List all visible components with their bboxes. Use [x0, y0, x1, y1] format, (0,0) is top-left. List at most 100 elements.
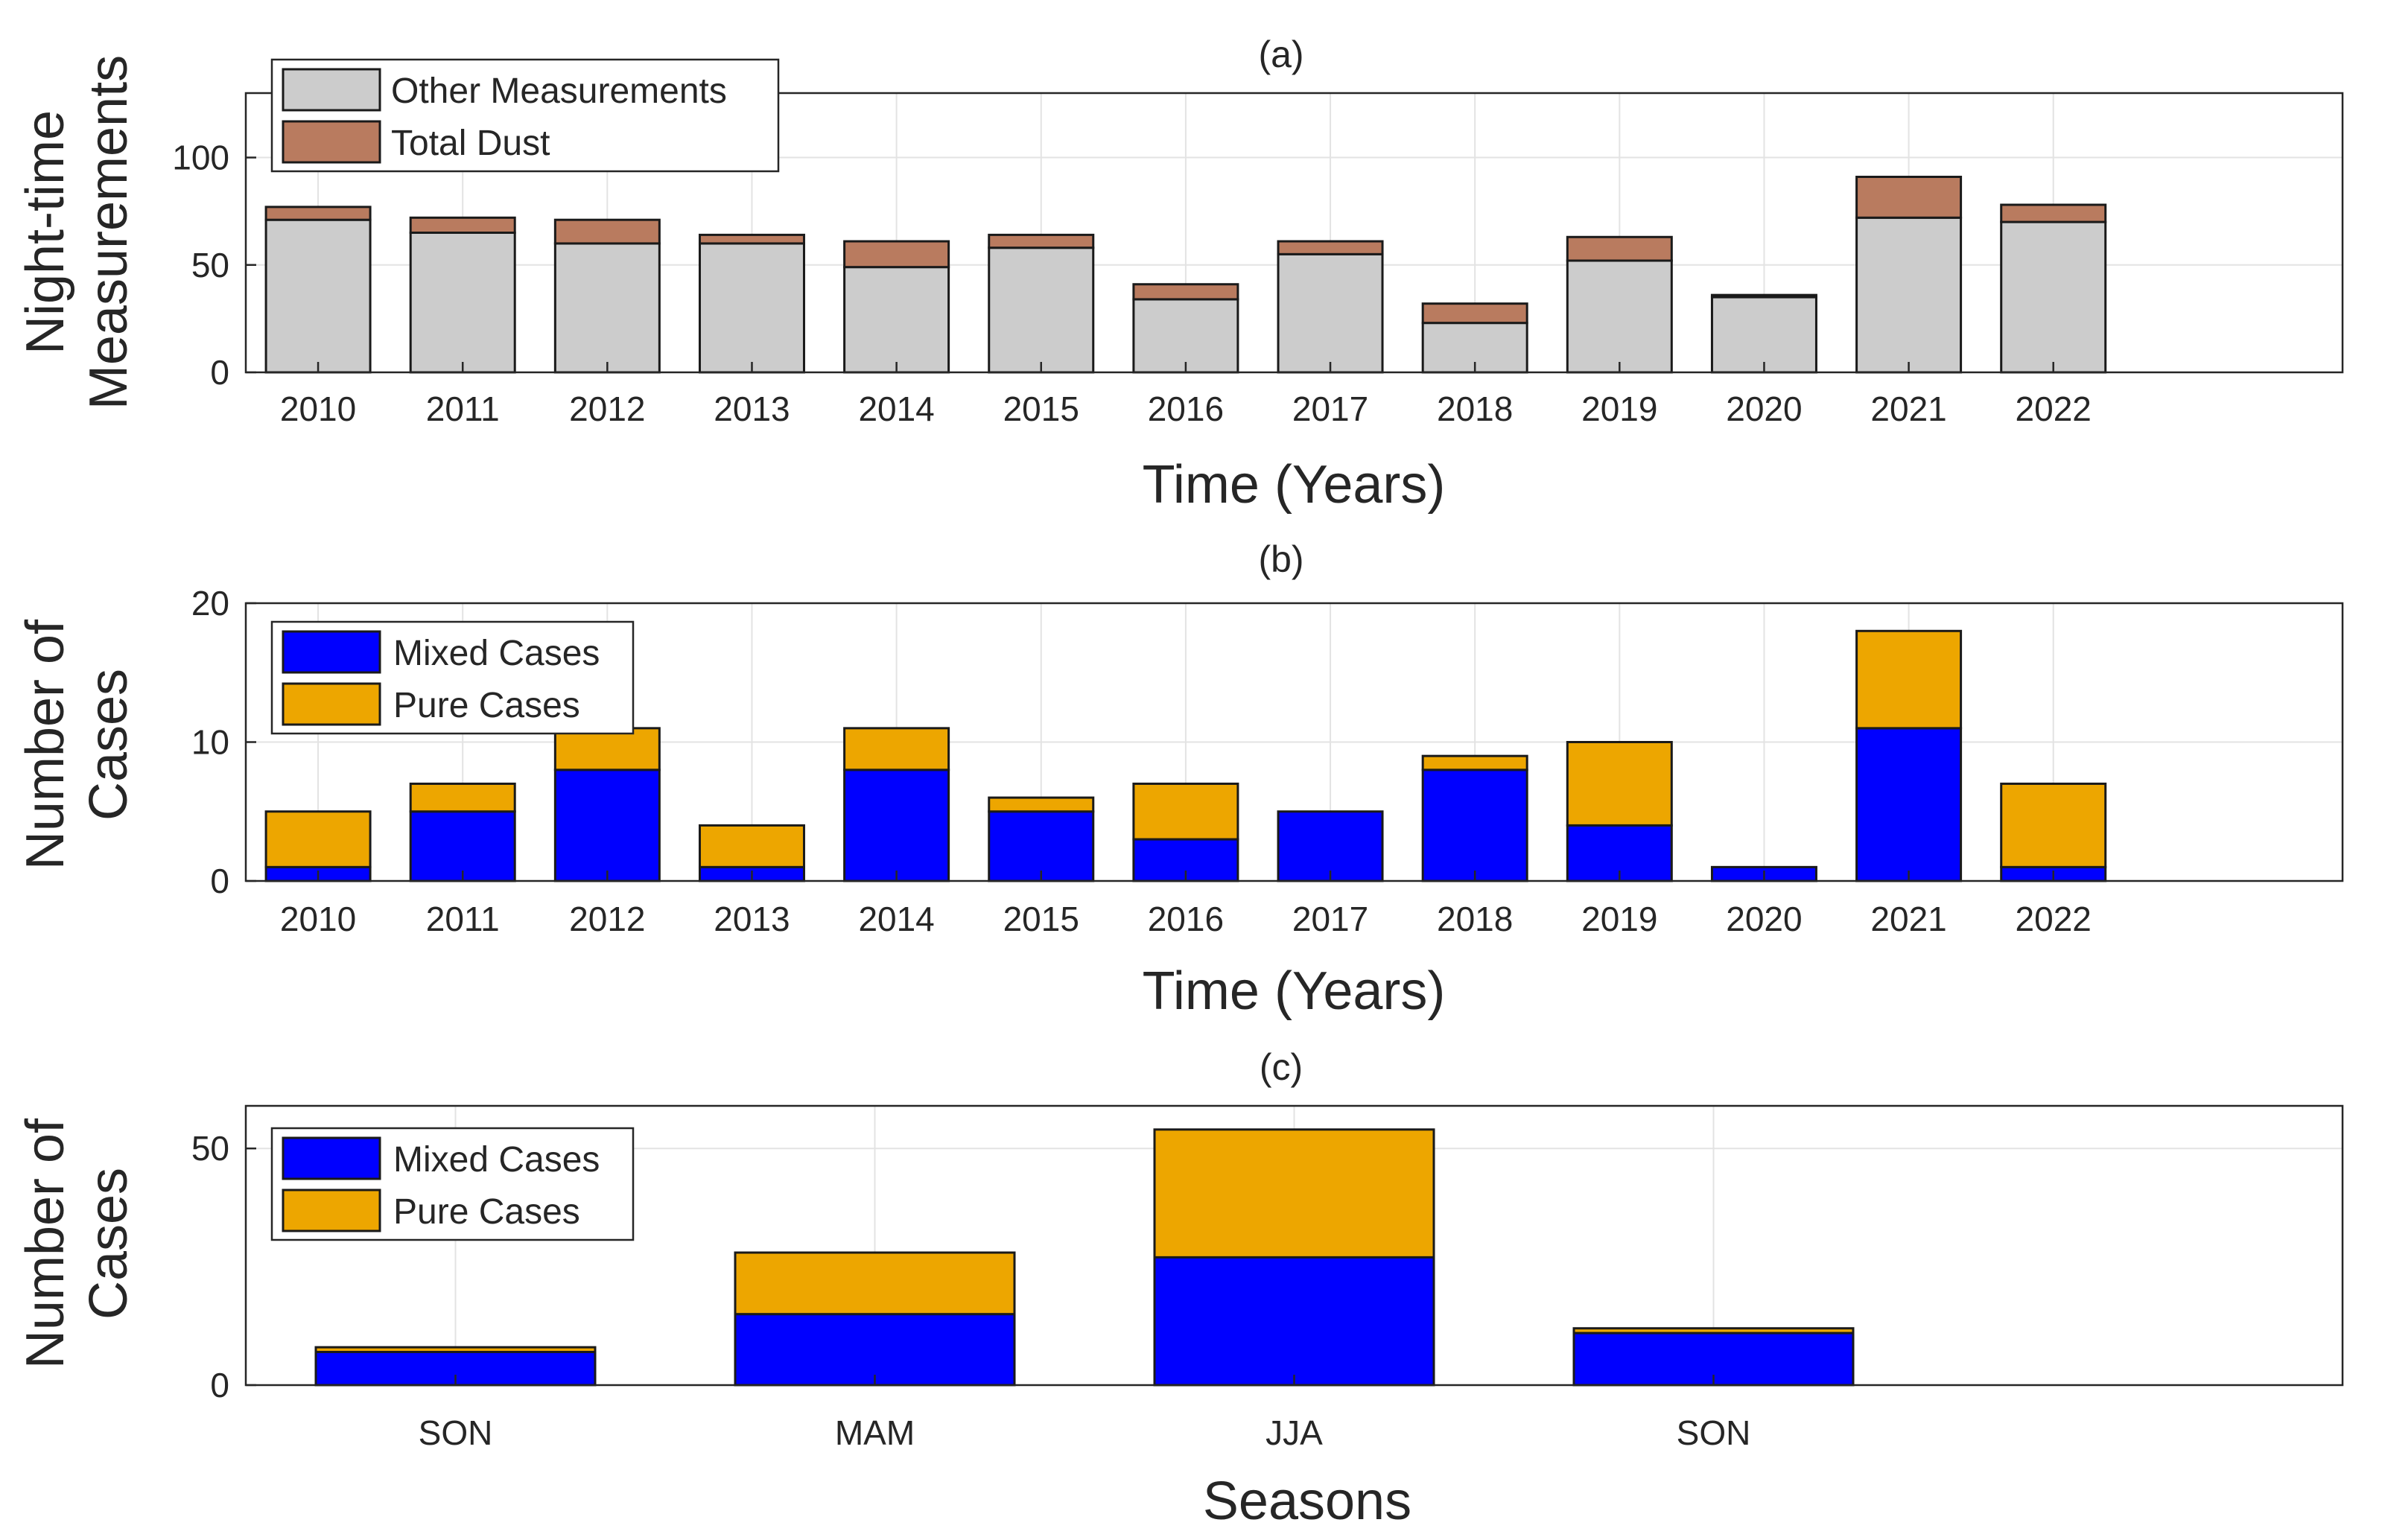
panel-c-xtick-label: SON: [1677, 1413, 1751, 1452]
panel-c-ytick-label: 0: [210, 1366, 229, 1404]
panel-c-bar-pure-cases-mam: [734, 1251, 1016, 1316]
panel-a-bar-total-dust-2020: [1710, 293, 1817, 299]
legend-label-pure-cases: Pure Cases: [393, 1192, 580, 1232]
legend-label-pure-cases: Pure Cases: [393, 686, 580, 725]
panel-b-xtick-label: 2021: [1870, 900, 1946, 938]
panel-a-xtick-label: 2020: [1726, 389, 1802, 428]
panel-a-bar-other-measurements-2016: [1132, 298, 1239, 374]
panel-c-bar-mixed-cases-jja: [1153, 1256, 1435, 1387]
panel-a-bar-total-dust-2013: [698, 233, 805, 245]
panel-a-ylabel-line1: Night-time: [16, 110, 75, 354]
panel-a-ytick-label: 50: [191, 246, 229, 284]
panel-a-bar-other-measurements-2020: [1710, 296, 1817, 374]
panel-c: (c) SON MAM JJA SON 0 50 Seasons Number of C…: [16, 1046, 2344, 1531]
panel-a-xtick-label: 2021: [1870, 389, 1946, 428]
panel-a-title: (a): [1258, 34, 1303, 75]
panel-c-bar-mixed-cases-mam: [734, 1313, 1016, 1387]
panel-a-xtick-label: 2016: [1148, 389, 1224, 428]
panel-a-xtick-label: 2019: [1581, 389, 1657, 428]
panel-b-xlabel: Time (Years): [1143, 961, 1446, 1021]
panel-b-bar-pure-cases-2012: [553, 727, 661, 771]
panel-a-xtick-label: 2018: [1437, 389, 1513, 428]
panel-a-bar-total-dust-2011: [409, 216, 516, 234]
panel-c-ylabel-line2: Cases: [79, 1168, 139, 1320]
panel-b-xtick-label: 2018: [1437, 900, 1513, 938]
panel-b-xtick-label: 2011: [426, 900, 500, 938]
panel-a-legend: Other Measurements Total Dust: [270, 58, 780, 173]
panel-b-xtick-label: 2020: [1726, 900, 1802, 938]
panel-a-bar-total-dust-2017: [1277, 240, 1384, 255]
panel-a-bar-total-dust-2022: [2000, 203, 2107, 223]
panel-b-bar-pure-cases-2021: [1855, 629, 1963, 730]
panel-b-xtick-label: 2014: [858, 900, 934, 938]
panel-a-ytick-label: 100: [172, 139, 229, 177]
legend-swatch-mixed-cases: [282, 1136, 381, 1180]
legend-label-total-dust: Total Dust: [391, 124, 550, 163]
panel-a: (a) 2010 2011 2012 2013 2014 2015 2016 2017 2018…: [16, 34, 2344, 515]
panel-b-bar-mixed-cases-2021: [1855, 727, 1963, 882]
panel-b-xtick-label: 2016: [1148, 900, 1224, 938]
panel-b-xtick-label: 2017: [1292, 900, 1368, 938]
panel-b-bar-mixed-cases-2014: [843, 769, 950, 882]
panel-b-bar-pure-cases-2014: [843, 727, 950, 771]
panel-a-xtick-label: 2015: [1003, 389, 1079, 428]
panel-a-xtick-label: 2012: [569, 389, 645, 428]
panel-c-xtick-label: SON: [419, 1413, 493, 1452]
panel-a-xtick-label: 2013: [714, 389, 790, 428]
panel-a-bar-total-dust-2015: [988, 233, 1095, 249]
panel-b-ytick-label: 0: [210, 862, 229, 900]
panel-a-bar-total-dust-2019: [1566, 235, 1673, 262]
panel-b-bar-pure-cases-2022: [2000, 782, 2107, 868]
panel-a-bar-total-dust-2018: [1421, 302, 1528, 325]
panel-b-bar-mixed-cases-2012: [553, 769, 661, 882]
panel-c-xlabel: Seasons: [1203, 1471, 1411, 1531]
panel-c-ytick-label: 50: [191, 1129, 229, 1168]
panel-b-bar-mixed-cases-2017: [1277, 810, 1384, 882]
panel-c-bar-pure-cases-jja: [1153, 1128, 1435, 1259]
panel-b-xtick-label: 2010: [280, 900, 356, 938]
panel-b: (b) 2010 2011 2012 2013 2014 2015 2016 2017 2018…: [16, 538, 2344, 1021]
legend-label-mixed-cases: Mixed Cases: [393, 1140, 600, 1180]
panel-b-bar-pure-cases-2016: [1132, 782, 1239, 841]
panel-a-bar-total-dust-2010: [264, 206, 372, 221]
panel-a-xtick-label: 2022: [2016, 389, 2092, 428]
panel-b-xtick-label: 2019: [1581, 900, 1657, 938]
legend-swatch-total-dust: [282, 120, 381, 164]
panel-a-bar-total-dust-2014: [843, 240, 950, 269]
panel-a-xtick-label: 2014: [858, 389, 934, 428]
panel-b-bar-pure-cases-2015: [988, 796, 1095, 813]
panel-a-ytick-label: 0: [210, 353, 229, 392]
panel-b-bar-pure-cases-2011: [409, 782, 516, 813]
panel-a-bar-total-dust-2016: [1132, 283, 1239, 301]
panel-a-bar-other-measurements-2017: [1277, 252, 1384, 374]
panel-b-ylabel-line2: Cases: [79, 669, 139, 821]
panel-a-bar-other-measurements-2013: [698, 242, 805, 374]
panel-c-ylabel-line1: Number of: [16, 1118, 75, 1369]
panel-c-legend: Mixed Cases Pure Cases: [270, 1127, 635, 1241]
panel-b-xtick-label: 2013: [714, 900, 790, 938]
panel-a-bar-total-dust-2012: [553, 218, 661, 245]
panel-b-ytick-label: 20: [191, 584, 229, 623]
panel-b-bar-pure-cases-2018: [1421, 754, 1528, 771]
legend-label-other-measurements: Other Measurements: [391, 71, 727, 111]
panel-b-xtick-label: 2012: [569, 900, 645, 938]
panel-a-bar-other-measurements-2012: [553, 242, 661, 374]
panel-a-bar-other-measurements-2011: [409, 232, 516, 374]
panel-b-bar-pure-cases-2019: [1566, 741, 1673, 827]
panel-b-legend: Mixed Cases Pure Cases: [270, 620, 635, 735]
panel-b-bar-mixed-cases-2018: [1421, 769, 1528, 882]
panel-c-title: (c): [1260, 1046, 1303, 1088]
panel-b-xtick-label: 2015: [1003, 900, 1079, 938]
panel-b-title: (b): [1258, 538, 1303, 580]
legend-label-mixed-cases: Mixed Cases: [393, 634, 600, 673]
panel-c-xtick-label: MAM: [835, 1413, 915, 1452]
panel-a-bar-other-measurements-2022: [2000, 220, 2107, 374]
panel-a-axes: [244, 92, 2344, 374]
panel-b-bar-pure-cases-2010: [264, 810, 372, 868]
panel-a-bar-other-measurements-2021: [1855, 216, 1963, 374]
legend-swatch-pure-cases: [282, 682, 381, 726]
panel-b-bar-pure-cases-2013: [698, 824, 805, 868]
panel-a-bar-other-measurements-2014: [843, 266, 950, 374]
panel-b-ytick-label: 10: [191, 723, 229, 762]
